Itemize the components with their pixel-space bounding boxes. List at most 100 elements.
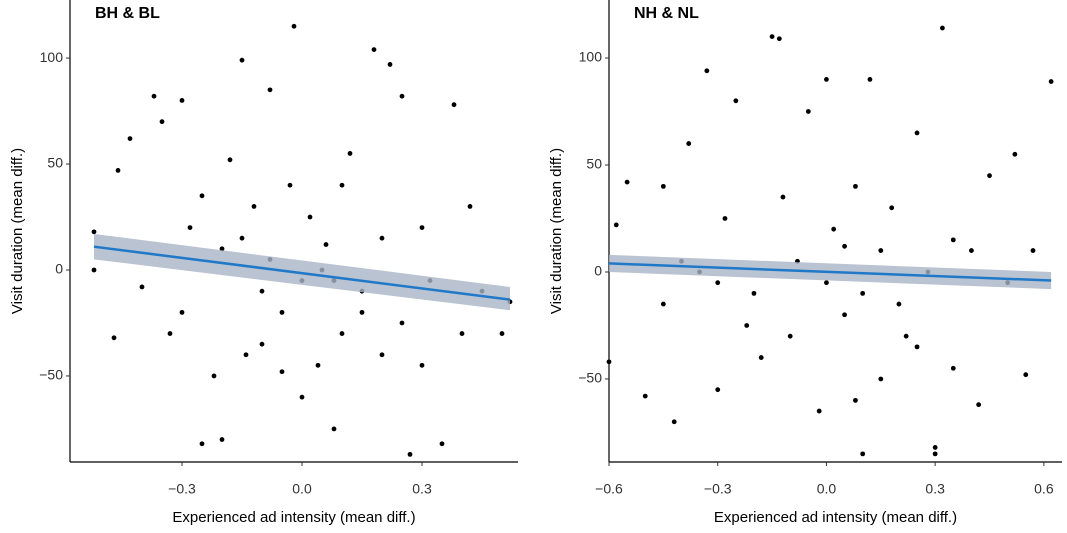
point (467, 204, 473, 209)
point (950, 237, 956, 243)
point (606, 359, 612, 365)
panel-title: BH & BL (95, 5, 160, 22)
point (359, 309, 365, 315)
point (914, 130, 920, 136)
point (407, 451, 413, 457)
point (751, 290, 757, 296)
point (896, 301, 902, 307)
point (499, 331, 505, 336)
point (860, 451, 866, 457)
point (969, 248, 974, 253)
fit-line (93, 245, 511, 301)
point (733, 98, 739, 104)
x-tick-label: 0.0 (817, 481, 837, 497)
point (211, 373, 217, 379)
point (339, 182, 345, 188)
point (159, 119, 165, 125)
point (824, 280, 829, 286)
point (219, 246, 225, 252)
point (914, 344, 920, 350)
point (805, 109, 811, 114)
point (613, 222, 619, 228)
point (878, 376, 884, 382)
point (976, 402, 982, 408)
point (179, 309, 185, 315)
point (704, 68, 710, 74)
point (1023, 372, 1029, 378)
point (139, 284, 145, 290)
y-tick-label: −50 (578, 370, 602, 386)
point (371, 47, 377, 52)
point (239, 57, 245, 63)
point (660, 183, 666, 189)
point (459, 331, 465, 336)
point (111, 335, 117, 341)
point (115, 167, 121, 173)
point (339, 331, 345, 336)
point (259, 288, 265, 294)
point (151, 93, 157, 99)
point (323, 242, 329, 247)
point (299, 394, 305, 400)
y-tick-label: 100 (579, 49, 603, 65)
point (878, 248, 884, 253)
point (439, 441, 445, 447)
point (379, 235, 385, 241)
y-tick-label: −50 (39, 367, 63, 383)
point (187, 225, 193, 231)
y-tick-label: 100 (40, 49, 64, 65)
point (199, 441, 205, 447)
point (853, 397, 858, 403)
point (932, 445, 938, 450)
point (987, 173, 992, 179)
point (267, 87, 273, 93)
point (940, 25, 945, 31)
point (867, 76, 873, 82)
panel-title: NH & NL (634, 5, 699, 22)
point (279, 309, 285, 315)
point (243, 352, 249, 358)
point (127, 136, 133, 142)
point (824, 76, 829, 82)
point (853, 183, 858, 189)
y-axis-label: Visit duration (mean diff.) (548, 148, 565, 314)
point (419, 362, 425, 368)
point (399, 93, 405, 99)
point (347, 151, 353, 156)
point (379, 352, 385, 358)
y-tick-label: 0 (55, 261, 63, 277)
x-axis-label: Experienced ad intensity (mean diff.) (714, 509, 957, 526)
point (451, 102, 457, 108)
point (227, 157, 233, 163)
point (715, 387, 721, 393)
point (1012, 151, 1018, 157)
point (671, 419, 677, 425)
x-tick-label: −0.6 (595, 481, 623, 497)
point (776, 36, 782, 42)
x-tick-label: −0.3 (168, 481, 196, 497)
point (831, 226, 837, 232)
point (399, 320, 405, 326)
x-tick-label: 0.3 (412, 481, 432, 497)
point (315, 362, 321, 368)
point (239, 235, 245, 241)
point (259, 341, 265, 347)
point (950, 365, 956, 371)
point (219, 437, 225, 442)
point (91, 267, 97, 273)
point (787, 333, 793, 339)
point (744, 323, 750, 328)
y-axis-label: Visit duration (mean diff.) (9, 148, 26, 314)
point (624, 179, 630, 185)
point (291, 23, 297, 29)
point (932, 451, 938, 457)
point (889, 205, 895, 211)
point (179, 98, 185, 103)
point (1048, 79, 1054, 84)
point (199, 193, 205, 199)
point (660, 301, 666, 307)
x-tick-label: −0.3 (704, 481, 732, 497)
point (387, 62, 393, 67)
fit-line (608, 262, 1052, 282)
